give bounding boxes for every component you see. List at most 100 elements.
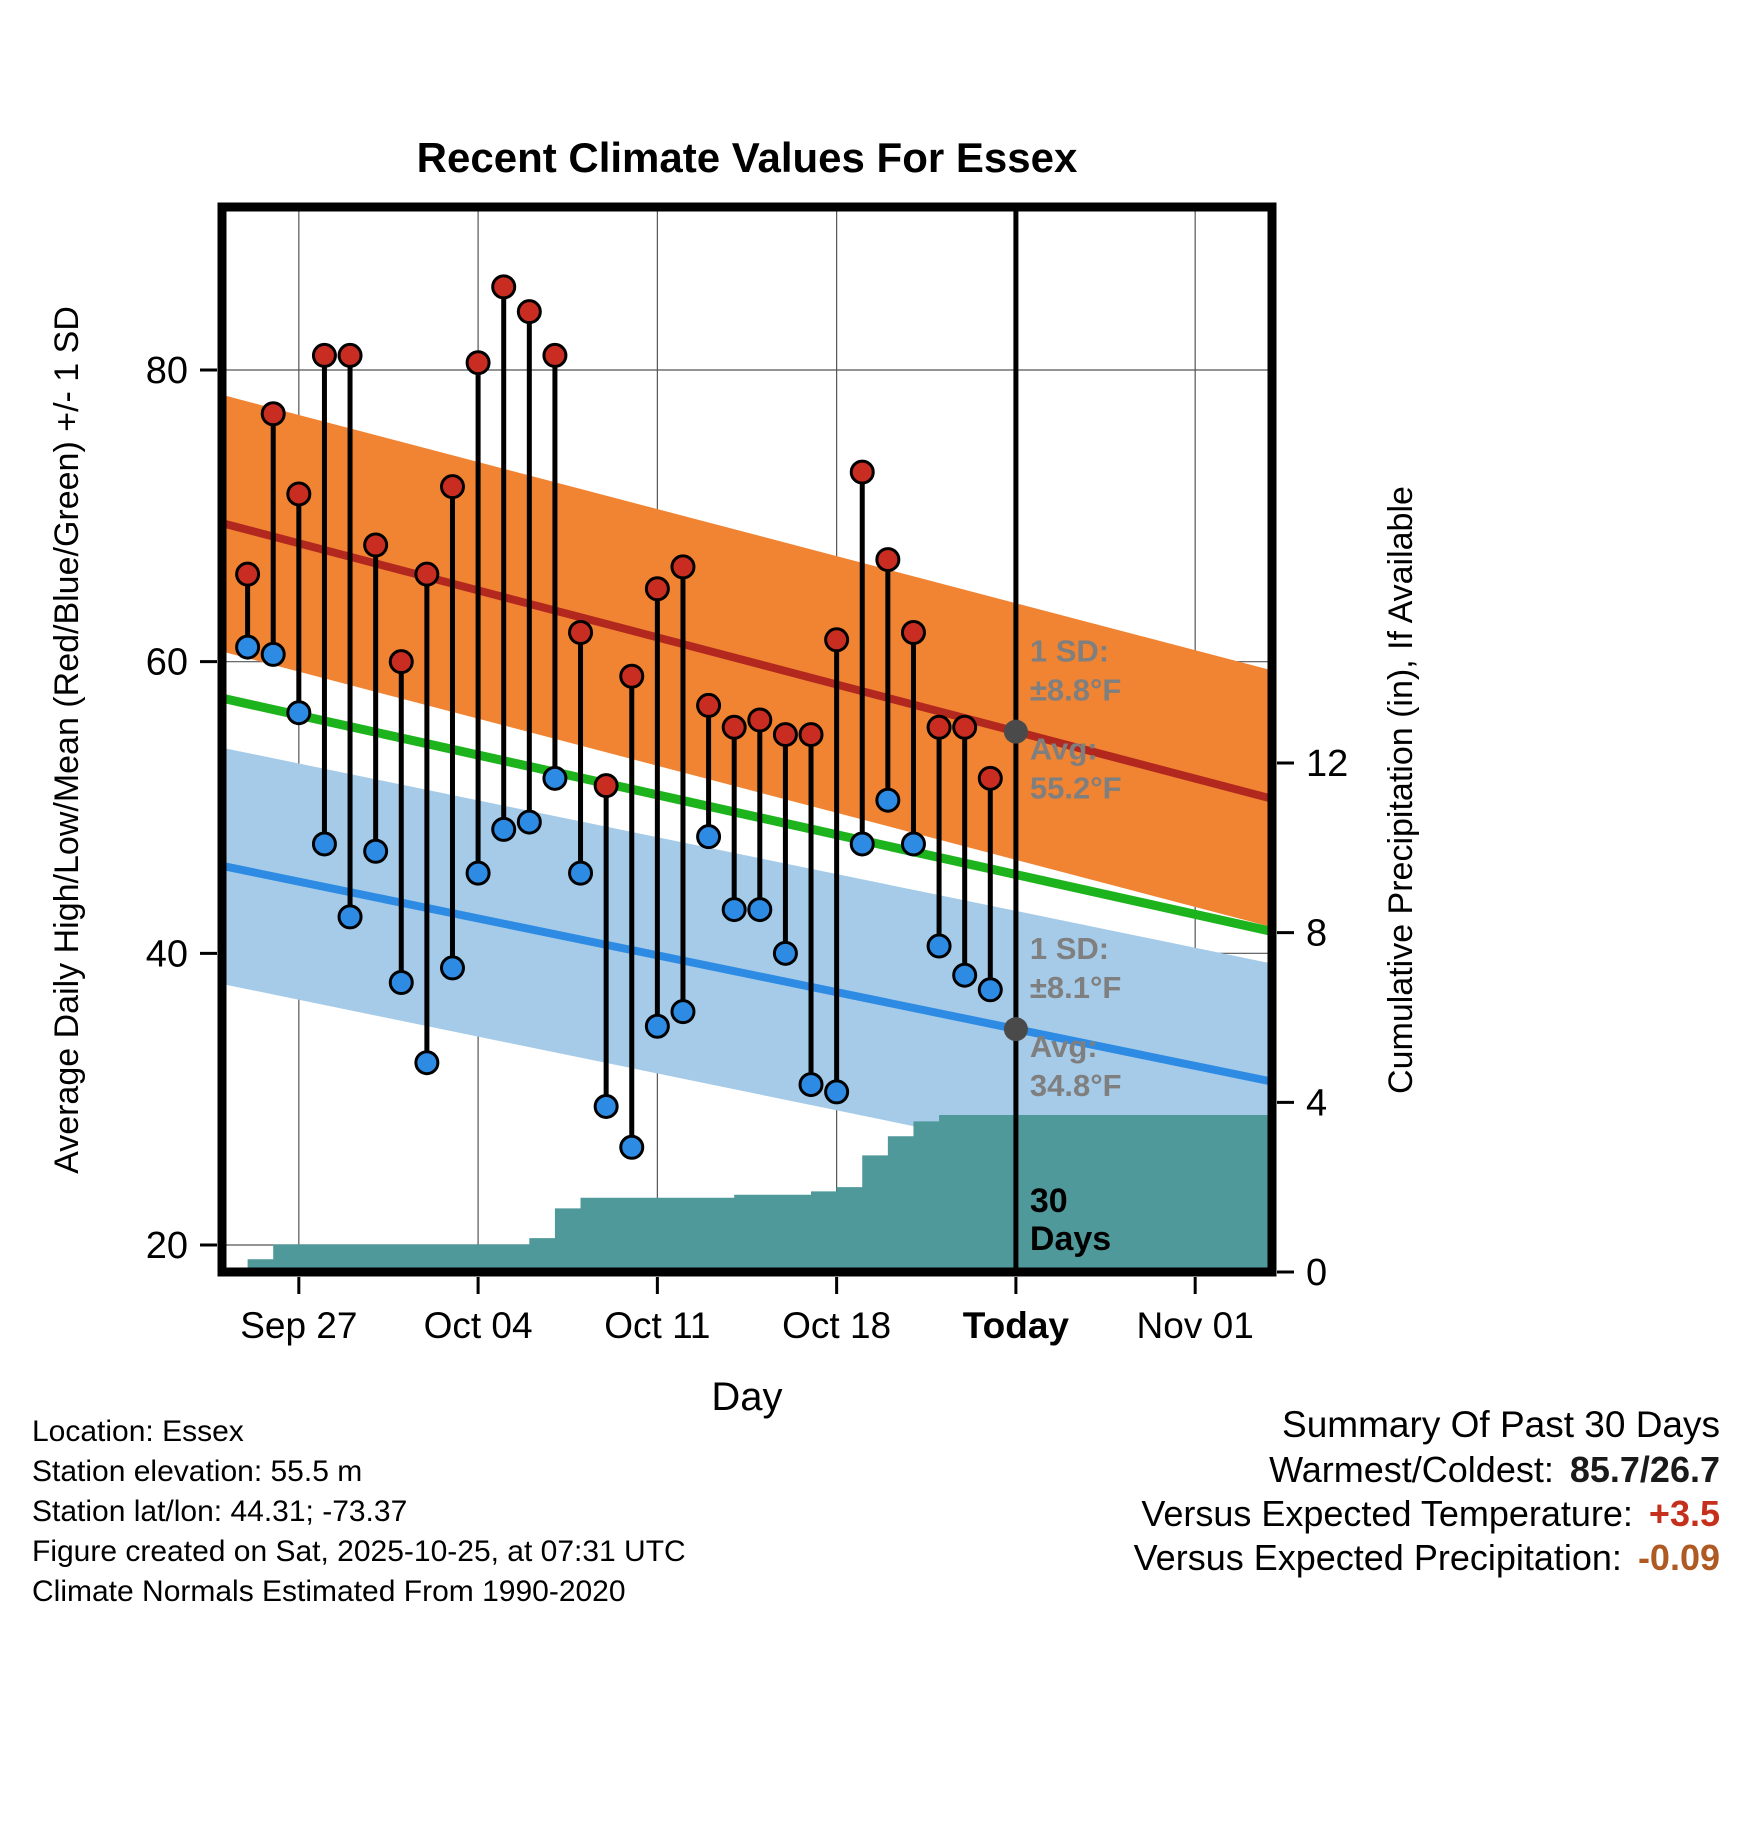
low-sd-annotation: 1 SD:	[1030, 931, 1109, 966]
y-left-tick-label: 60	[146, 642, 188, 684]
daily-high-dot	[516, 299, 542, 325]
daily-high-dot	[875, 547, 901, 573]
daily-low-dot	[465, 860, 491, 886]
high-sd-annotation: ±8.8°F	[1030, 673, 1121, 708]
daily-low-dot	[824, 1079, 850, 1105]
y-right-tick-label: 0	[1306, 1252, 1327, 1294]
x-tick-label: Oct 18	[782, 1305, 891, 1346]
daily-high-dot	[644, 576, 670, 602]
chart-title: Recent Climate Values For Essex	[417, 134, 1078, 181]
cumulative-precip-area	[222, 1115, 1272, 1272]
daily-low-dot	[516, 809, 542, 835]
daily-low-dot	[260, 641, 286, 667]
summary-panel: Summary Of Past 30 Days Warmest/Coldest:…	[1134, 1402, 1720, 1580]
daily-high-dot	[926, 714, 952, 740]
daily-high-dot	[439, 474, 465, 500]
daily-high-dot	[593, 773, 619, 799]
daily-high-dot	[286, 481, 312, 507]
plot-border	[217, 202, 1277, 1277]
daily-low-dot	[286, 700, 312, 726]
daily-low-dot	[747, 897, 773, 923]
daily-low-dot	[491, 816, 517, 842]
daily-low-dot	[875, 787, 901, 813]
daily-high-dot	[260, 401, 286, 427]
daily-low-dot	[363, 838, 389, 864]
y-left-tick-label: 80	[146, 350, 188, 392]
normal-mean-line	[221, 693, 1273, 936]
y-right-axis-label: Cumulative Precipitation (in), If Availa…	[1382, 486, 1420, 1094]
daily-high-dot	[772, 722, 798, 748]
daily-low-dot	[798, 1072, 824, 1098]
x-tick-label: Today	[963, 1305, 1070, 1346]
x-tick-label: Nov 01	[1137, 1305, 1254, 1346]
low-avg-marker	[1003, 1017, 1028, 1042]
daily-low-dot	[311, 831, 337, 857]
daily-low-dot	[926, 933, 952, 959]
normal-low-line	[221, 861, 1273, 1086]
daily-low-dot	[593, 1093, 619, 1119]
daily-high-dot	[696, 692, 722, 718]
station-metadata: Location: Essex Station elevation: 55.5 …	[32, 1412, 686, 1612]
high-avg-annotation: Avg:	[1030, 732, 1098, 767]
meta-created: Figure created on Sat, 2025-10-25, at 07…	[32, 1535, 686, 1568]
daily-low-dot	[772, 940, 798, 966]
daily-high-dot	[311, 342, 337, 368]
low-avg-annotation: 34.8°F	[1030, 1068, 1122, 1103]
period-annotation: 30	[1030, 1182, 1068, 1220]
daily-high-dot	[465, 350, 491, 376]
summary-label: Versus Expected Temperature:	[1141, 1493, 1633, 1534]
summary-value-vs-temperature: +3.5	[1648, 1493, 1720, 1534]
daily-low-dot	[952, 962, 978, 988]
daily-high-dot	[900, 620, 926, 645]
y-left-axis-label: Average Daily High/Low/Mean (Red/Blue/Gr…	[48, 306, 86, 1174]
low-avg-annotation: Avg:	[1030, 1029, 1098, 1064]
summary-label: Versus Expected Precipitation:	[1133, 1537, 1622, 1578]
daily-low-dot	[721, 897, 747, 923]
daily-high-dot	[798, 722, 824, 748]
daily-high-dot	[977, 765, 1003, 791]
normal-high-line	[220, 519, 1274, 803]
daily-low-dot	[542, 765, 568, 791]
daily-high-dot	[414, 561, 440, 587]
summary-title: Summary Of Past 30 Days	[1282, 1404, 1720, 1445]
daily-high-dot	[542, 342, 568, 368]
x-tick-label: Oct 04	[424, 1305, 533, 1346]
x-tick-label: Oct 11	[604, 1305, 710, 1346]
summary-value-vs-precipitation: -0.09	[1637, 1537, 1720, 1578]
daily-low-dot	[696, 824, 722, 850]
meta-elevation: Station elevation: 55.5 m	[32, 1455, 363, 1488]
meta-latlon: Station lat/lon: 44.31; -73.37	[32, 1495, 408, 1528]
high-sd-annotation: 1 SD:	[1030, 634, 1109, 669]
daily-high-dot	[849, 459, 875, 485]
daily-low-dot	[670, 999, 696, 1025]
daily-low-dot	[388, 970, 414, 995]
y-right-tick-label: 12	[1306, 743, 1348, 785]
daily-low-dot	[568, 860, 594, 886]
high-avg-marker	[1003, 719, 1028, 744]
y-right-tick-label: 4	[1306, 1082, 1327, 1124]
summary-row-vs-temperature: Versus Expected Temperature: +3.5	[1134, 1492, 1720, 1536]
daily-low-dot	[235, 634, 261, 660]
y-left-tick-label: 20	[146, 1225, 188, 1267]
daily-high-dot	[747, 707, 773, 733]
daily-high-dot	[619, 663, 645, 689]
daily-high-dot	[824, 627, 850, 653]
daily-low-dot	[414, 1050, 440, 1076]
daily-low-dot	[644, 1013, 670, 1039]
low-sd-annotation: ±8.1°F	[1030, 970, 1121, 1005]
daily-low-dot	[849, 831, 875, 857]
daily-low-dot	[337, 904, 363, 930]
daily-high-dot	[363, 532, 389, 558]
daily-low-dot	[900, 831, 926, 857]
summary-row-vs-precipitation: Versus Expected Precipitation: -0.09	[1134, 1536, 1720, 1580]
meta-normals: Climate Normals Estimated From 1990-2020	[32, 1575, 626, 1608]
daily-high-dot	[721, 714, 747, 740]
x-axis-label: Day	[711, 1375, 782, 1419]
summary-value-warmest-coldest: 85.7/26.7	[1569, 1449, 1720, 1490]
y-left-tick-label: 40	[146, 933, 188, 975]
y-right-tick-label: 8	[1306, 913, 1327, 955]
period-annotation: Days	[1030, 1220, 1111, 1258]
daily-high-dot	[388, 649, 414, 675]
